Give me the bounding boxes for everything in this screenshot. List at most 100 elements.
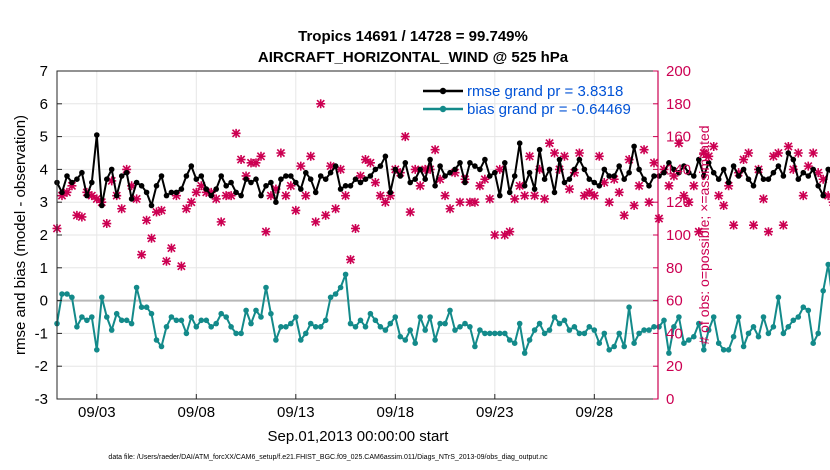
rmse-data-point: [775, 163, 782, 169]
bias-data-point: [477, 327, 483, 333]
rmse-data-point: [387, 189, 394, 196]
bias-data-point: [561, 317, 568, 324]
obs-count-marker: [579, 191, 589, 201]
y-tick-label: 2: [40, 227, 48, 244]
bias-data-point: [586, 324, 593, 330]
obs-count-marker: [813, 168, 823, 178]
bias-data-point: [312, 324, 319, 330]
bias-data-point: [138, 304, 145, 311]
bias-data-point: [696, 320, 702, 327]
rmse-data-point: [661, 169, 667, 176]
bias-data-point: [765, 330, 772, 337]
obs-count-marker: [336, 164, 346, 174]
obs-count-marker: [554, 164, 564, 174]
rmse-data-point: [288, 173, 294, 179]
obs-count-marker: [286, 181, 296, 191]
obs-count-marker: [346, 255, 356, 265]
rmse-data-point: [546, 166, 553, 173]
rmse-data-point: [422, 176, 429, 182]
obs-count-marker: [251, 158, 261, 168]
rmse-data-point: [94, 132, 100, 138]
obs-count-marker: [649, 158, 659, 168]
obs-count-marker: [594, 151, 604, 161]
obs-count-marker: [808, 148, 818, 158]
obs-count-marker: [87, 191, 97, 201]
obs-count-marker: [639, 145, 649, 155]
bias-data-point: [571, 324, 578, 330]
bias-data-point: [482, 330, 488, 337]
rmse-data-point: [571, 166, 578, 173]
bias-data-point: [566, 327, 573, 333]
bias-data-point: [253, 307, 259, 314]
bias-data-point: [133, 284, 140, 291]
obs-count-marker: [301, 191, 311, 201]
obs-count-marker: [196, 181, 206, 191]
rmse-data-point: [641, 176, 647, 182]
y2-tick-label: 100: [666, 227, 691, 244]
rmse-data-point: [133, 179, 140, 186]
rmse-data-point: [760, 176, 767, 182]
rmse-data-point: [417, 166, 424, 173]
obs-count-marker: [226, 191, 236, 201]
obs-count-marker: [535, 164, 545, 174]
legend: rmse grand pr = 3.8318 bias grand pr = -…: [423, 83, 631, 118]
obs-count-marker: [704, 151, 714, 161]
obs-count-marker: [520, 191, 530, 201]
bias-data-point: [606, 347, 612, 353]
bias-data-point: [362, 324, 369, 330]
bias-data-point: [397, 333, 404, 340]
bias-data-point: [715, 340, 722, 347]
rmse-data-point: [531, 186, 538, 192]
obs-count-marker: [654, 214, 664, 224]
bias-data-point: [372, 317, 379, 324]
obs-count-marker: [341, 191, 351, 201]
rmse-data-point: [666, 160, 672, 166]
bias-data-point: [467, 324, 473, 330]
rmse-data-point: [347, 183, 354, 189]
rmse-data-point: [800, 169, 807, 176]
rmse-data-point: [79, 169, 85, 176]
obs-count-marker: [246, 158, 256, 168]
obs-count-marker: [266, 191, 276, 201]
rmse-data-point: [203, 186, 210, 192]
obs-count-marker: [564, 184, 574, 194]
obs-count-marker: [739, 155, 749, 165]
obs-count-marker: [709, 141, 719, 151]
obs-count-marker: [236, 155, 246, 165]
obs-count-marker: [475, 181, 485, 191]
rmse-data-point: [616, 163, 622, 169]
rmse-data-point: [188, 163, 195, 169]
rmse-data-point: [113, 192, 120, 199]
bias-data-point: [591, 327, 598, 333]
obs-count-marker: [545, 138, 555, 148]
obs-count-marker: [201, 187, 211, 197]
obs-count-marker: [311, 217, 321, 227]
rmse-data-point: [303, 169, 309, 176]
rmse-data-point: [720, 166, 727, 173]
bias-data-point: [288, 320, 294, 327]
obs-count-marker: [291, 205, 301, 215]
obs-count-marker: [206, 187, 216, 197]
y-axis-label: rmse and bias (model - observation): [12, 115, 29, 355]
x-axis-label: Sep.01,2013 00:00:00 start: [268, 428, 450, 445]
obs-count-marker: [132, 194, 142, 204]
bias-data-point: [671, 324, 677, 330]
bias-data-point: [432, 337, 438, 343]
obs-count-marker: [798, 191, 808, 201]
obs-count-marker: [550, 148, 560, 158]
bias-data-point: [631, 340, 637, 347]
y2-tick-label: 20: [666, 358, 683, 375]
rmse-data-point: [123, 169, 130, 176]
y2-tick-label: 80: [666, 260, 683, 277]
bias-data-point: [347, 320, 354, 327]
rmse-data-point: [397, 173, 404, 179]
rmse-data-point: [686, 169, 692, 176]
bias-data-point: [278, 324, 284, 330]
obs-count-marker: [171, 191, 181, 201]
bias-data-point: [551, 314, 558, 320]
obs-count-marker: [321, 210, 331, 220]
rmse-data-point: [606, 173, 612, 179]
bias-data-point: [208, 324, 214, 330]
bias-data-point: [377, 324, 384, 330]
y-tick-label: -3: [35, 391, 48, 408]
